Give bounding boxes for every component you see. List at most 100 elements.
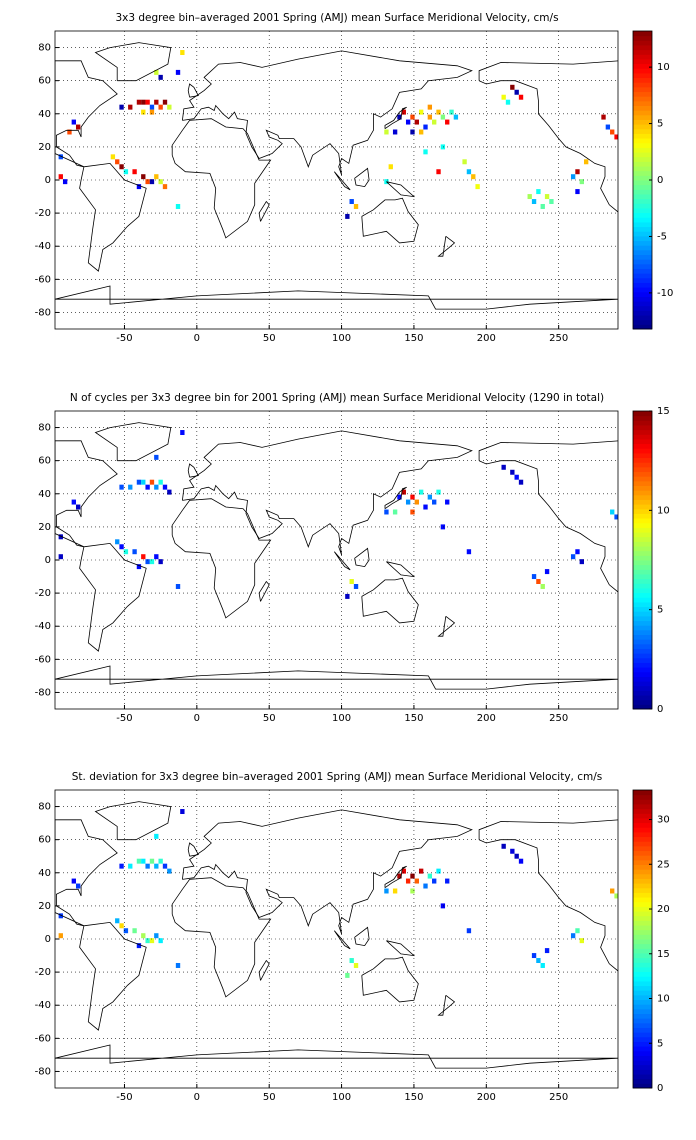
- bin-cell: [158, 559, 163, 565]
- colorbar-step: [633, 207, 652, 214]
- x-tick-label: 200: [477, 333, 496, 344]
- bin-cell: [401, 109, 406, 115]
- bin-cell: [62, 179, 68, 185]
- colorbar-step: [633, 1050, 652, 1056]
- colorbar-step: [633, 499, 652, 505]
- bin-cell: [397, 494, 402, 500]
- colorbar-step: [633, 1069, 652, 1075]
- bin-cell: [531, 953, 537, 959]
- colorbar-step: [633, 291, 652, 297]
- colorbar-step: [633, 518, 652, 524]
- colorbar-step: [633, 156, 652, 162]
- colorbar-step: [633, 1027, 652, 1033]
- bin-cell: [167, 868, 172, 874]
- bin-cell: [410, 888, 415, 894]
- colorbar-frame: [632, 789, 653, 1089]
- bin-cell: [432, 119, 437, 125]
- axes-frame: [54, 789, 619, 1089]
- bin-cell: [154, 933, 159, 939]
- x-tick-label: 150: [404, 333, 423, 344]
- bin-cell: [436, 109, 441, 115]
- y-tick-label: -60: [35, 1033, 51, 1044]
- bin-cell: [575, 189, 580, 195]
- bin-cell: [128, 863, 133, 869]
- y-tick-label: 60: [38, 835, 51, 846]
- x-tick-label: -50: [116, 333, 132, 344]
- chart-title: 3x3 degree bin–averaged 2001 Spring (AMJ…: [115, 12, 558, 24]
- bin-cell: [162, 484, 168, 490]
- colorbar-step: [633, 685, 652, 691]
- coastline: [79, 921, 147, 1031]
- colorbar-step: [633, 152, 652, 158]
- coastline: [258, 959, 270, 981]
- colorbar-step: [633, 310, 652, 316]
- colorbar-step: [633, 864, 652, 870]
- colorbar-tick-label: 15: [657, 406, 670, 417]
- coastline: [55, 1044, 618, 1069]
- y-tick-label: 80: [38, 802, 51, 813]
- bin-cell: [141, 479, 146, 485]
- y-tick-label: 40: [38, 109, 51, 120]
- colorbar-tick-label: 5: [657, 119, 663, 130]
- colorbar-step: [633, 643, 652, 649]
- colorbar-step: [633, 897, 652, 903]
- bin-cell: [540, 963, 545, 968]
- x-tick-label: -50: [116, 713, 132, 724]
- colorbar-tick-label: 15: [657, 949, 670, 960]
- coastline: [478, 440, 618, 593]
- bin-cell: [145, 863, 150, 869]
- bin-cell: [123, 928, 129, 934]
- bin-cell: [132, 169, 137, 175]
- coastline: [79, 162, 147, 272]
- bin-cell: [119, 863, 124, 869]
- bin-cell: [414, 119, 419, 125]
- colorbar-step: [633, 990, 652, 996]
- colorbar-step: [633, 808, 652, 814]
- bin-cell: [518, 858, 524, 864]
- colorbar-step: [633, 939, 652, 945]
- colorbar-step: [633, 985, 652, 991]
- coastline: [258, 580, 270, 602]
- bin-cell: [614, 134, 618, 140]
- colorbar-step: [633, 971, 652, 977]
- bin-cell: [414, 499, 419, 505]
- bin-cell: [579, 938, 584, 944]
- coastline: [437, 994, 456, 1016]
- bin-cell: [149, 559, 155, 565]
- bin-cell: [154, 174, 159, 180]
- colorbar-step: [633, 667, 652, 673]
- colorbar-step: [633, 1078, 652, 1084]
- coastline: [384, 865, 407, 889]
- colorbar-step: [633, 999, 652, 1005]
- bin-cell: [132, 928, 137, 934]
- colorbar-step: [633, 100, 652, 106]
- bin-cell: [453, 114, 459, 120]
- colorbar-step: [633, 1055, 652, 1061]
- colorbar-step: [633, 415, 652, 421]
- bin-cell: [128, 104, 133, 110]
- bin-cell: [154, 484, 159, 490]
- x-tick-label: 250: [549, 333, 568, 344]
- colorbar: -10 -5 0 5 10: [632, 30, 673, 330]
- coastline: [55, 665, 618, 690]
- colorbar-step: [633, 957, 652, 963]
- colorbar-step: [633, 420, 652, 426]
- colorbar-step: [633, 513, 652, 519]
- bin-cell: [136, 479, 142, 485]
- colorbar-step: [633, 564, 652, 570]
- y-tick-label: 80: [38, 43, 51, 54]
- bin-cell: [605, 124, 611, 130]
- y-tick-label: -60: [35, 274, 51, 285]
- colorbar-step: [633, 639, 652, 645]
- bin-cell: [158, 479, 163, 485]
- bin-cell: [410, 494, 415, 500]
- y-tick-label: 80: [38, 423, 51, 434]
- bin-cell: [405, 878, 411, 884]
- bin-cell: [440, 114, 446, 120]
- colorbar-tick-label: 10: [657, 505, 670, 516]
- coastline: [333, 930, 351, 950]
- colorbar-step: [633, 249, 652, 255]
- bin-cell: [518, 479, 524, 485]
- bin-cell: [440, 903, 446, 909]
- bin-cell: [410, 873, 415, 879]
